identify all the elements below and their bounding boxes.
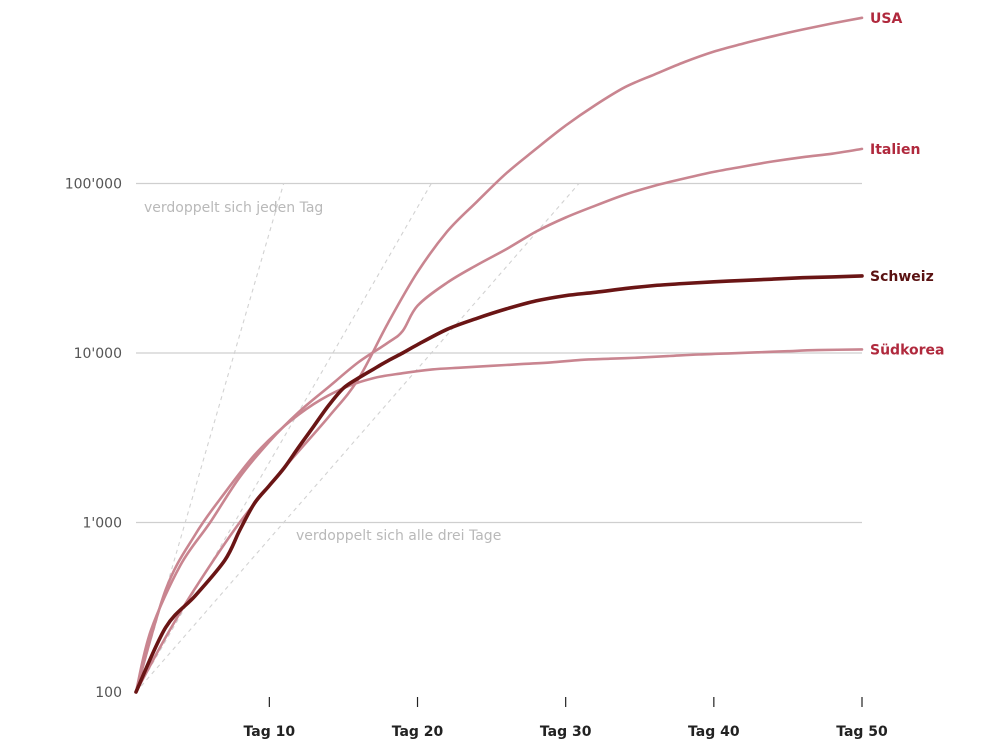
axes: 100 1'000 10'000 100'000 Tag 10 Tag 20 Tag 30 T… <box>65 177 888 741</box>
series-lines <box>134 16 864 694</box>
doubling-guide-label: verdoppelt sich jeden Tag <box>144 200 323 216</box>
y-tick-label: 100 <box>95 685 122 701</box>
doubling-guides: verdoppelt sich jeden Tag verdoppelt sich… <box>135 183 580 693</box>
x-tick-label: Tag 10 <box>244 724 296 740</box>
series-label: Schweiz <box>870 269 934 285</box>
series-line-usa <box>134 16 864 694</box>
doubling-guide-label: verdoppelt sich alle drei Tage <box>296 528 501 544</box>
y-tick-label: 1'000 <box>83 516 122 532</box>
x-tick-label: Tag 50 <box>836 724 888 740</box>
y-tick-label: 10'000 <box>74 346 122 362</box>
doubling-guide-line <box>135 183 580 693</box>
series-labels: USA Italien Schweiz Südkorea <box>870 11 944 359</box>
series-line-italien <box>134 147 864 694</box>
series-line-s-dkorea <box>134 348 864 694</box>
x-tick-label: Tag 30 <box>540 724 592 740</box>
series-label: Südkorea <box>870 342 944 358</box>
y-tick-label: 100'000 <box>65 177 122 193</box>
series-line-schweiz <box>134 274 864 694</box>
doubling-guide-line <box>135 183 432 693</box>
series-label: USA <box>870 11 902 27</box>
series-label: Italien <box>870 142 920 158</box>
x-tick-label: Tag 40 <box>688 724 740 740</box>
x-tick-label: Tag 20 <box>392 724 444 740</box>
